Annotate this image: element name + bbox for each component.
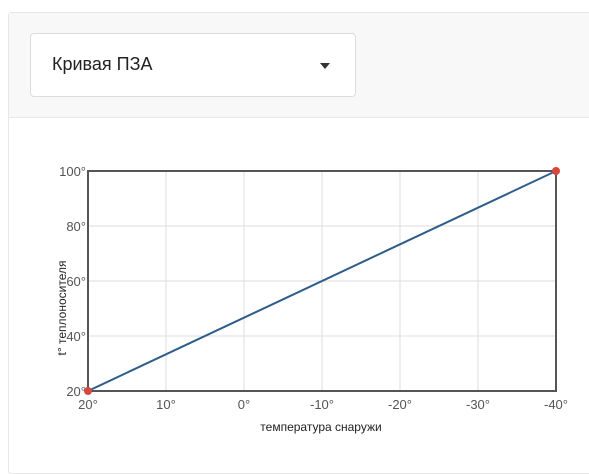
data-point[interactable]: [552, 167, 560, 175]
chevron-down-icon[interactable]: [320, 63, 330, 69]
y-tick-label: 40°: [66, 329, 86, 344]
x-tick-label: 10°: [156, 397, 176, 412]
x-tick-labels: 20° 10° 0° -10° -20° -30° -40°: [78, 397, 568, 412]
y-tick-labels: 20° 40° 60° 80° 100°: [59, 164, 86, 399]
plot-frame: [87, 170, 557, 392]
y-tick-label: 80°: [66, 219, 86, 234]
heating-curve-chart[interactable]: 20° 10° 0° -10° -20° -30° -40° 20° 40° 60° 80° 100…: [0, 0, 589, 444]
x-tick-label: 0°: [238, 397, 250, 412]
chart-area: 20° 10° 0° -10° -20° -30° -40° 20° 40° 60° 80° 100…: [0, 0, 589, 444]
x-tick-label: -30°: [466, 397, 490, 412]
y-tick-label: 100°: [59, 164, 86, 179]
curve-panel: Кривая ПЗА: [8, 12, 589, 474]
curve-select[interactable]: Кривая ПЗА: [30, 33, 356, 97]
y-tick-label: 60°: [66, 274, 86, 289]
y-axis-label: t° теплоносителя: [55, 261, 69, 356]
x-tick-label: -10°: [310, 397, 334, 412]
x-axis-label: температура снаружи: [260, 420, 381, 434]
data-point[interactable]: [84, 387, 92, 395]
chart-series: [84, 167, 560, 395]
y-tick-label: 20°: [66, 384, 86, 399]
x-tick-label: -40°: [544, 397, 568, 412]
x-tick-label: -20°: [388, 397, 412, 412]
panel-header: Кривая ПЗА: [9, 13, 589, 118]
x-tick-label: 20°: [78, 397, 98, 412]
series-line: [87, 170, 557, 392]
curve-select-value: Кривая ПЗА: [52, 54, 153, 74]
